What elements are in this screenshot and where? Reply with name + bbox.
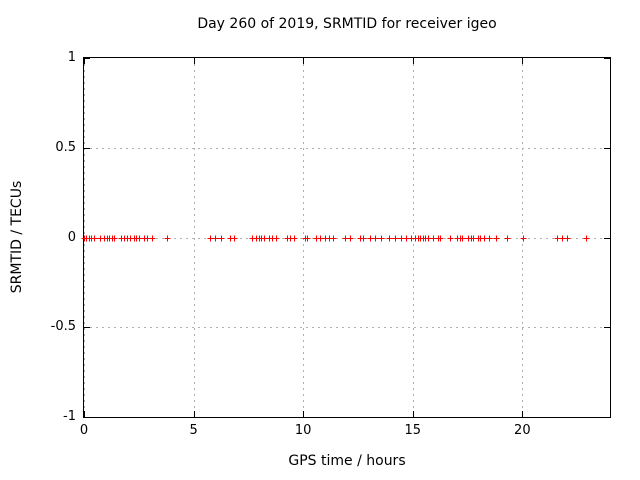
y-tick-label: -1 <box>63 409 76 424</box>
x-tick-label: 15 <box>404 423 422 438</box>
x-axis-label: GPS time / hours <box>288 453 406 469</box>
scatter-points-srmtid <box>81 235 590 242</box>
x-tick-label: 0 <box>79 423 89 438</box>
y-tick-label: 0.5 <box>55 139 76 155</box>
y-tick-label: 0 <box>67 229 76 245</box>
y-axis-label: SRMTID / TECUs <box>9 180 25 294</box>
scatter-plot-canvas <box>81 58 610 418</box>
chart-title: Day 260 of 2019, SRMTID for receiver ige… <box>197 16 497 32</box>
data-point-markers <box>81 235 590 242</box>
x-tick-label: 10 <box>294 423 312 438</box>
x-tick-label: 20 <box>514 423 531 438</box>
y-tick-label: -0.5 <box>50 319 76 335</box>
y-tick-label: 1 <box>67 50 76 65</box>
plot-area <box>81 57 611 418</box>
x-tick-label: 5 <box>189 423 198 438</box>
